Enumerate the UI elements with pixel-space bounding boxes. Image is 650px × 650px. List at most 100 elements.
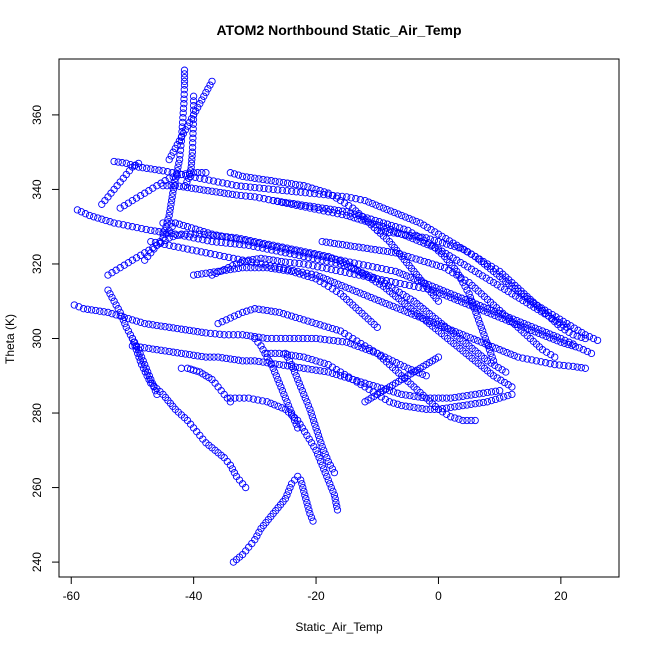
data-point (415, 313, 423, 321)
data-point (118, 159, 126, 167)
data-point (399, 290, 407, 299)
data-point (188, 148, 197, 156)
data-point (245, 394, 253, 402)
data-point (189, 134, 197, 142)
data-point (232, 191, 241, 199)
data-point (330, 239, 339, 248)
data-point (455, 402, 463, 410)
data-point (406, 403, 414, 411)
data-point (273, 197, 281, 205)
data-point (188, 152, 196, 160)
data-point (508, 383, 516, 391)
data-point (409, 216, 417, 224)
data-point (83, 305, 92, 313)
data-point (304, 250, 313, 258)
data-point (238, 256, 247, 264)
data-point (124, 259, 133, 267)
data-point (367, 293, 375, 302)
data-point (477, 323, 485, 331)
data-point (124, 199, 133, 207)
data-point (324, 323, 332, 331)
data-point (385, 398, 394, 406)
data-point (309, 517, 317, 525)
data-point (313, 450, 322, 458)
data-point (404, 308, 412, 317)
data-point (318, 442, 326, 451)
data-point (102, 216, 110, 225)
data-point (169, 185, 178, 194)
data-point (326, 480, 334, 488)
data-point (136, 357, 144, 365)
data-point (136, 251, 145, 259)
data-point (496, 394, 504, 402)
data-point (208, 230, 216, 238)
data-point (284, 401, 293, 410)
data-point (434, 230, 443, 238)
data-point (163, 168, 172, 176)
data-point (500, 393, 508, 401)
data-point (295, 248, 303, 256)
data-point (271, 265, 279, 273)
data-point (317, 439, 325, 447)
data-point (381, 395, 390, 404)
data-point (378, 298, 386, 306)
data-point (128, 223, 137, 231)
data-point (189, 139, 197, 147)
data-point (134, 159, 143, 167)
data-point (179, 129, 188, 138)
data-point (349, 375, 357, 384)
data-point (255, 305, 263, 313)
data-point (309, 250, 317, 259)
data-point (312, 334, 320, 343)
data-point (364, 262, 372, 270)
data-point (483, 305, 492, 313)
data-point (378, 276, 386, 284)
data-point (442, 404, 451, 412)
data-point (124, 222, 132, 230)
data-point (296, 181, 304, 189)
data-point (220, 189, 228, 197)
data-point (379, 204, 388, 212)
data-point (547, 350, 555, 359)
data-point (451, 403, 459, 411)
data-point (104, 286, 112, 294)
data-point (209, 177, 218, 185)
data-point (178, 128, 186, 136)
data-point (112, 266, 120, 274)
data-point (332, 194, 341, 202)
data-point (356, 289, 364, 297)
data-point (328, 191, 337, 200)
data-point (412, 217, 421, 226)
data-point (455, 271, 463, 279)
data-point (321, 469, 329, 477)
data-point (371, 295, 379, 303)
data-point (169, 173, 177, 181)
data-point (306, 189, 314, 197)
data-point (569, 362, 577, 371)
data-point (559, 321, 567, 329)
data-point (247, 332, 255, 340)
data-point (324, 457, 332, 466)
data-point (234, 356, 243, 364)
data-point (325, 336, 333, 344)
data-point (132, 342, 141, 350)
data-point (168, 193, 176, 201)
data-point (290, 368, 299, 376)
data-point (304, 354, 312, 363)
data-point (200, 186, 208, 194)
data-point (110, 297, 118, 305)
data-point (567, 322, 575, 330)
data-point (175, 220, 184, 228)
data-point (278, 404, 286, 412)
data-point (311, 420, 319, 428)
data-point (234, 264, 243, 272)
data-point (467, 265, 476, 273)
data-point (265, 357, 273, 365)
data-point (206, 329, 215, 338)
data-point (577, 364, 585, 372)
data-point (308, 184, 316, 192)
data-point (196, 226, 204, 235)
data-point (204, 187, 212, 195)
data-point (124, 314, 133, 323)
data-point (353, 337, 361, 345)
